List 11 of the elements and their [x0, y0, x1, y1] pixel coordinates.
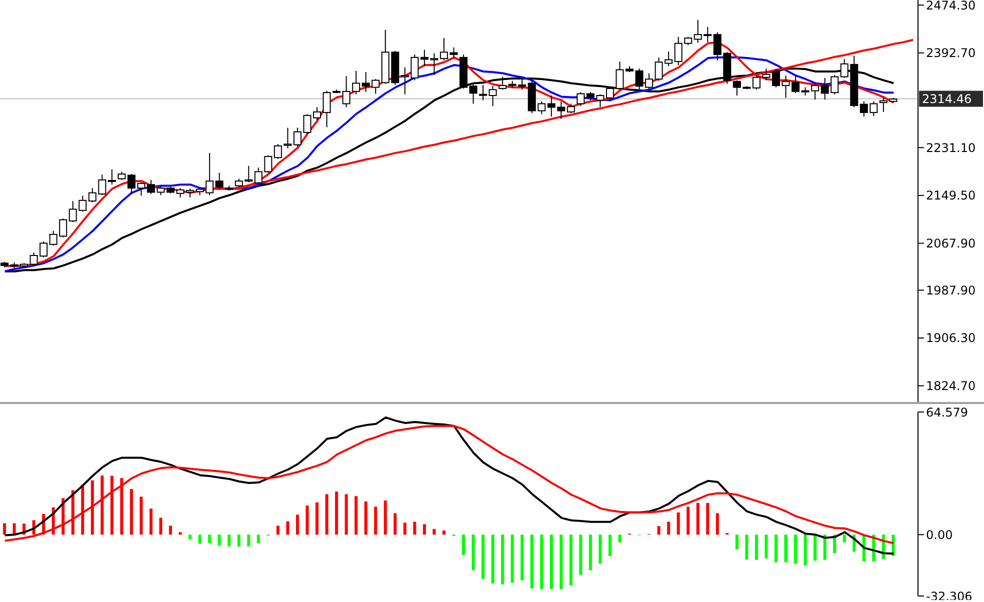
ref-line-label: 2314.46 — [922, 92, 972, 106]
y-tick-label: 1906.30 — [926, 331, 976, 346]
y-tick-label: 2474.30 — [926, 0, 976, 12]
y-tick-label: 1987.90 — [926, 283, 976, 298]
y-tick-label: 2392.70 — [926, 46, 976, 60]
y-tick-label: 0.00 — [926, 528, 953, 542]
y-tick-label: 2067.90 — [926, 236, 976, 251]
y-tick-label: 2149.50 — [926, 188, 976, 203]
y-tick-label: 64.579 — [926, 405, 968, 420]
y-tick-label: 1824.70 — [926, 379, 976, 394]
y-tick-label: 2231.10 — [926, 140, 976, 155]
